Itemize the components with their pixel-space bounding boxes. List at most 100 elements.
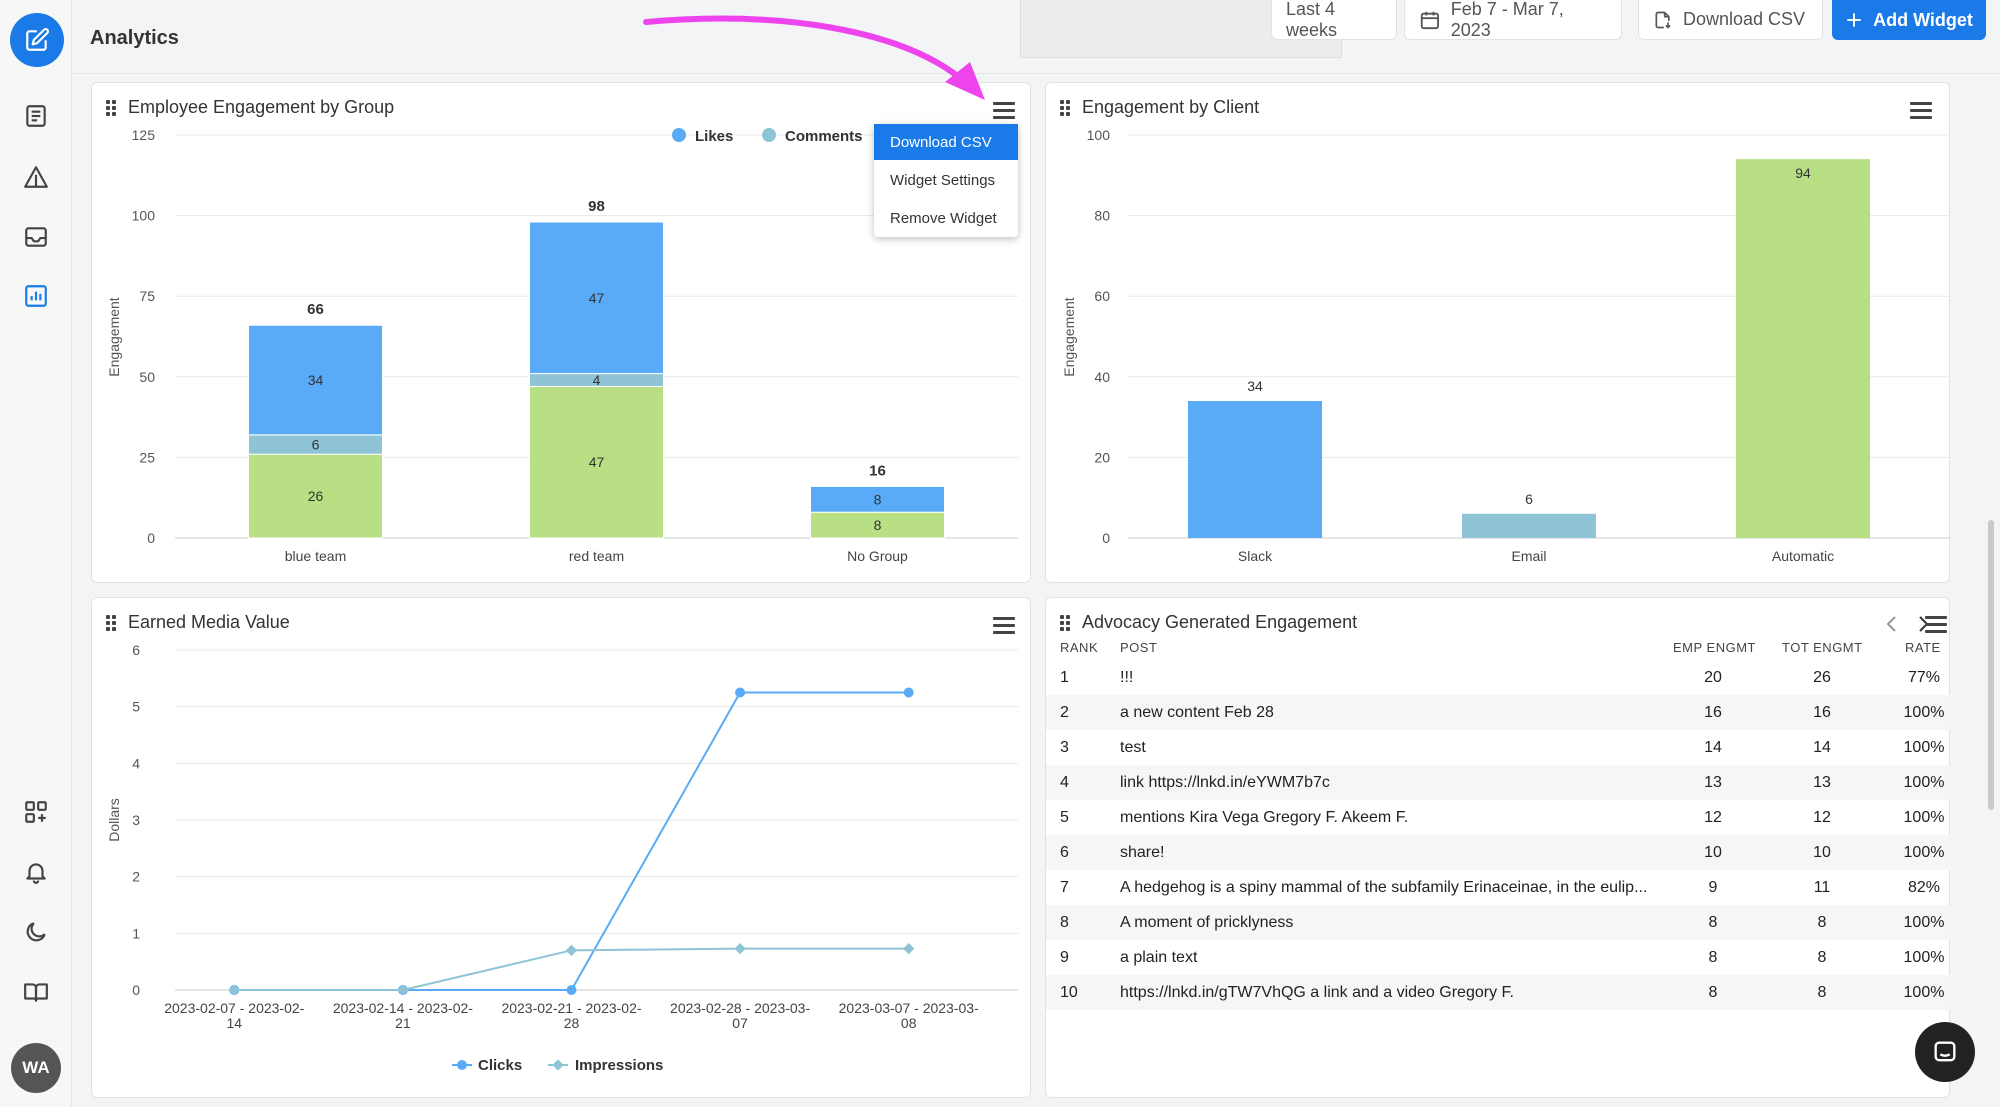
table-row[interactable]: 10 https://lnkd.in/gTW7VhQG a link and a … [1046,975,1950,1010]
table-cell: link https://lnkd.in/eYWM7b7c [1120,774,1330,791]
table-cell: 8 [1060,914,1069,931]
table-cell: 13 [1813,774,1831,791]
drag-handle-icon[interactable] [106,100,118,116]
table-cell: 3 [1060,739,1069,756]
table-cell: 4 [1060,774,1069,791]
table-cell: test [1120,739,1146,756]
table-cell: 8 [1708,984,1718,1001]
table-cell: 14 [1704,739,1722,756]
table-cell: 10 [1060,984,1078,1001]
table-cell: a plain text [1120,949,1198,966]
table-row[interactable]: 8 A moment of pricklyness 8 8 100% [1046,905,1950,940]
newspaper-icon[interactable] [16,96,56,136]
widget-engagement-by-client: Engagement by Client [1045,82,1950,583]
table-row[interactable]: 3 test 14 14 100% [1046,730,1950,765]
analytics-icon[interactable] [16,276,56,316]
table-cell: 100% [1903,949,1945,966]
scrollbar[interactable] [1988,520,1994,810]
widget-menu-dropdown: Download CSV Widget Settings Remove Widg… [874,124,1018,237]
table-cell: 26 [1813,669,1831,686]
date-picker[interactable]: Feb 7 - Mar 7, 2023 [1404,0,1622,40]
widget-menu-icon[interactable] [1910,102,1932,120]
widget-title: Advocacy Generated Engagement [1082,612,1358,632]
table-cell: 20 [1704,669,1722,686]
widget-menu-icon[interactable] [993,102,1015,120]
table-cell: A hedgehog is a spiny mammal of the subf… [1120,879,1648,896]
table-cell: 2 [1060,704,1069,721]
compose-button[interactable] [10,13,64,67]
add-widget-label: Add Widget [1873,9,1973,30]
widget-title: Engagement by Client [1082,97,1260,117]
file-download-icon [1655,11,1671,28]
menu-item-widget-settings[interactable]: Widget Settings [890,171,996,189]
avatar[interactable]: WA [11,1043,61,1093]
table-header: POST [1120,640,1158,655]
table-cell: 1 [1060,669,1069,686]
table-row[interactable]: 1!!! 20 26 77% [1046,660,1950,695]
table-cell: 82% [1907,879,1941,896]
drag-handle-icon[interactable] [1060,615,1072,631]
table-cell: 8 [1817,914,1827,931]
table-cell: 16 [1704,704,1722,721]
table-cell: 16 [1813,704,1831,721]
calendar-icon [1420,11,1439,29]
table-row[interactable]: 4 link https://lnkd.in/eYWM7b7c 13 13 100% [1046,765,1950,800]
topbar: Analytics Last 4 weeks Feb 7 - Mar 7, 20… [72,0,2000,74]
table-cell: 12 [1704,809,1722,826]
table-cell: 9 [1060,949,1069,966]
drag-handle-icon[interactable] [1060,100,1072,116]
table-header: TOT ENGMT [1782,640,1863,655]
table-cell: 8 [1708,949,1718,966]
table-cell: 100% [1903,739,1945,756]
table-row[interactable]: 6 share! 10 10 100% [1046,835,1950,870]
table-cell: 100% [1903,984,1945,1001]
table-cell: 10 [1813,844,1831,861]
table-row[interactable]: 7 A hedgehog is a spiny mammal of the sub… [1046,870,1950,905]
widget-menu-icon[interactable] [993,617,1015,635]
menu-item-download-csv[interactable]: Download CSV [874,124,1018,160]
drag-handle-icon[interactable] [106,615,118,631]
widget-earned-media-value: Earned Media Value [91,597,1031,1098]
widget-title: Employee Engagement by Group [128,97,395,117]
table-cell: 100% [1903,774,1945,791]
table-cell: 8 [1708,914,1718,931]
table-cell: mentions Kira Vega Gregory F. Akeem F. [1120,809,1409,826]
bell-icon[interactable] [16,852,56,892]
add-widget-grid-icon[interactable] [16,792,56,832]
table-cell: 100% [1903,914,1945,931]
inbox-icon[interactable] [16,217,56,257]
table-cell: 8 [1817,984,1827,1001]
table-cell: 6 [1060,844,1069,861]
date-range-preset[interactable]: Last 4 weeks [1271,0,1397,40]
table-cell: 100% [1903,844,1945,861]
table-header: RANK [1060,640,1099,655]
table-header: EMP ENGMT [1673,640,1756,655]
table-cell: !!! [1120,669,1134,686]
table-row[interactable]: 2 a new content Feb 28 16 16 100% [1046,695,1950,730]
widget-title: Earned Media Value [128,612,290,632]
download-csv-button[interactable]: Download CSV [1638,0,1823,40]
table-cell: 5 [1060,809,1069,826]
table-cell: a new content Feb 28 [1120,704,1274,721]
book-icon[interactable] [16,972,56,1012]
chevron-left-icon[interactable] [1884,615,1900,633]
page-title: Analytics [90,27,179,49]
table-cell: 100% [1903,704,1945,721]
table-row[interactable]: 9 a plain text 8 8 100% [1046,940,1950,975]
table-cell: https://lnkd.in/gTW7VhQG a link and a vi… [1120,984,1514,1001]
menu-item-remove-widget[interactable]: Remove Widget [890,209,997,227]
table-cell: A moment of pricklyness [1120,914,1294,931]
moon-icon[interactable] [16,912,56,952]
date-picker-label: Feb 7 - Mar 7, 2023 [1450,0,1564,40]
alert-triangle-icon[interactable] [16,157,56,197]
table-header: RATE [1905,640,1941,655]
date-range-preset-label: Last 4 weeks [1286,0,1338,40]
compose-icon [26,28,49,51]
add-widget-button[interactable]: Add Widget [1832,0,1986,40]
widget-menu-icon[interactable] [1925,616,1947,634]
table-row[interactable]: 5 mentions Kira Vega Gregory F. Akeem F. 1… [1046,800,1950,835]
download-csv-label: Download CSV [1683,9,1806,29]
chat-button[interactable] [1915,1022,1975,1082]
table-cell: 100% [1903,809,1945,826]
table-cell: 13 [1704,774,1722,791]
